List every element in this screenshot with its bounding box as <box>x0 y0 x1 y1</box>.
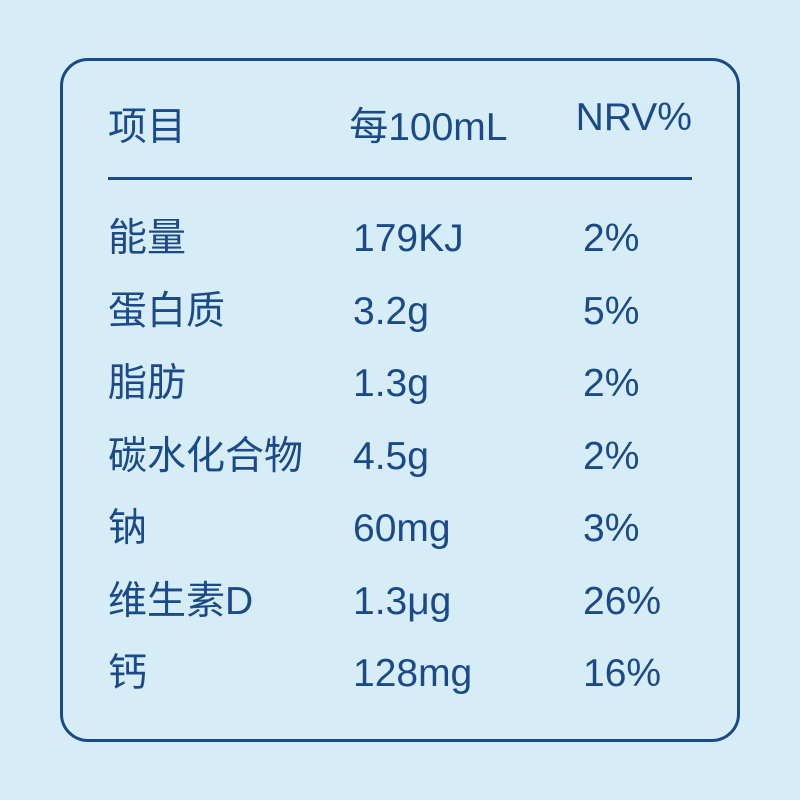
cell-nrv: 2% <box>583 210 692 269</box>
cell-amount: 3.2g <box>353 283 583 342</box>
table-row: 碳水化合物 4.5g 2% <box>108 428 692 487</box>
cell-amount: 179KJ <box>353 210 583 269</box>
cell-amount: 128mg <box>353 645 583 704</box>
cell-nrv: 2% <box>583 428 692 487</box>
header-amount: 每100mL <box>349 96 575 152</box>
cell-amount: 1.3μg <box>353 573 583 632</box>
cell-amount: 4.5g <box>353 428 583 487</box>
table-row: 钙 128mg 16% <box>108 645 692 704</box>
nutrition-table: 项目 每100mL NRV% 能量 179KJ 2% 蛋白质 3.2g 5% 脂… <box>60 58 740 742</box>
table-row: 蛋白质 3.2g 5% <box>108 283 692 342</box>
cell-name: 能量 <box>108 210 353 269</box>
cell-name: 维生素D <box>108 573 353 632</box>
table-row: 钠 60mg 3% <box>108 500 692 559</box>
cell-nrv: 3% <box>583 500 692 559</box>
cell-name: 碳水化合物 <box>108 428 353 487</box>
cell-name: 蛋白质 <box>108 283 353 342</box>
cell-nrv: 5% <box>583 283 692 342</box>
cell-nrv: 16% <box>583 645 692 704</box>
header-item: 项目 <box>108 96 349 152</box>
cell-amount: 1.3g <box>353 355 583 414</box>
cell-name: 脂肪 <box>108 355 353 414</box>
cell-nrv: 26% <box>583 573 692 632</box>
cell-nrv: 2% <box>583 355 692 414</box>
cell-name: 钠 <box>108 500 353 559</box>
table-row: 维生素D 1.3μg 26% <box>108 573 692 632</box>
table-row: 脂肪 1.3g 2% <box>108 355 692 414</box>
table-row: 能量 179KJ 2% <box>108 210 692 269</box>
table-header-row: 项目 每100mL NRV% <box>108 96 692 180</box>
header-nrv: NRV% <box>576 96 692 152</box>
cell-amount: 60mg <box>353 500 583 559</box>
cell-name: 钙 <box>108 645 353 704</box>
table-body: 能量 179KJ 2% 蛋白质 3.2g 5% 脂肪 1.3g 2% 碳水化合物… <box>108 210 692 704</box>
